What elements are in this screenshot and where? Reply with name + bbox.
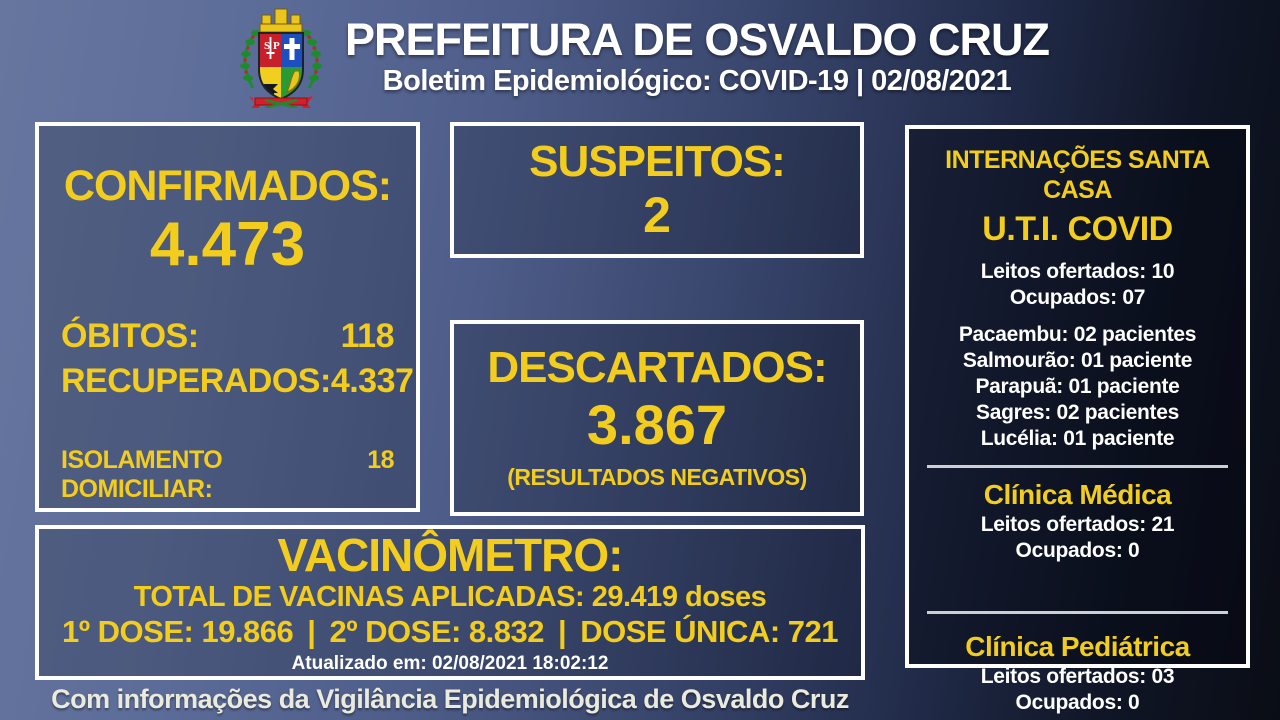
- confirmados-rows: ÓBITOS: 118 RECUPERADOS: 4.337: [61, 314, 414, 404]
- descartados-title: DESCARTADOS:: [487, 343, 827, 392]
- confirmados-value: 4.473: [149, 210, 306, 279]
- isolamento-label: ISOLAMENTO DOMICILIAR:: [61, 446, 223, 503]
- section-divider: [927, 611, 1228, 614]
- dose1-value: 1º DOSE: 19.866: [61, 613, 294, 649]
- city-line: Lucélia: 01 paciente: [980, 427, 1175, 450]
- page-title: PREFEITURA DE OSVALDO CRUZ: [344, 13, 1050, 65]
- dose-unica-value: DOSE ÚNICA: 721: [580, 613, 838, 649]
- city-coat-of-arms-icon: S P: [239, 8, 322, 108]
- clinica-pediatrica-leitos: Leitos ofertados: 03: [980, 665, 1175, 688]
- recuperados-row: RECUPERADOS: 4.337: [61, 359, 414, 404]
- city-line: Pacaembu: 02 pacientes: [958, 323, 1197, 346]
- uti-covid-title: U.T.I. COVID: [982, 210, 1173, 248]
- dose-separator: |: [307, 613, 316, 649]
- uti-leitos-ofertados: Leitos ofertados: 10: [980, 260, 1175, 283]
- suspeitos-panel: SUSPEITOS: 2: [450, 122, 864, 258]
- recuperados-value: 4.337: [330, 362, 414, 400]
- city-line: Sagres: 02 pacientes: [976, 401, 1179, 424]
- clinica-medica-title: Clínica Médica: [983, 479, 1172, 510]
- city-line: Salmourão: 01 paciente: [962, 349, 1193, 372]
- isolamento-value: 18: [367, 446, 394, 474]
- updated-timestamp: Atualizado em: 02/08/2021 18:02:12: [291, 652, 609, 674]
- page-subtitle: Boletim Epidemiológico: COVID-19 | 02/08…: [382, 64, 1012, 97]
- uti-ocupados: Ocupados: 07: [1009, 286, 1146, 309]
- dose2-value: 2º DOSE: 8.832: [329, 613, 545, 649]
- clinica-pediatrica-title: Clínica Pediátrica: [965, 631, 1190, 662]
- svg-text:S: S: [264, 40, 270, 52]
- vacinas-total: TOTAL DE VACINAS APLICADAS: 29.419 doses: [133, 580, 767, 613]
- recuperados-label: RECUPERADOS:: [61, 362, 331, 400]
- header-text: PREFEITURA DE OSVALDO CRUZ Boletim Epide…: [344, 13, 1050, 98]
- clinica-medica-leitos: Leitos ofertados: 21: [980, 513, 1175, 536]
- dose-separator: |: [558, 613, 567, 649]
- vacinometro-panel: VACINÔMETRO: TOTAL DE VACINAS APLICADAS:…: [35, 525, 865, 680]
- obitos-label: ÓBITOS:: [61, 317, 199, 355]
- suspeitos-title: SUSPEITOS:: [529, 137, 786, 186]
- city-line: Parapuã: 01 paciente: [975, 375, 1180, 398]
- internacoes-panel: INTERNAÇÕES SANTA CASA U.T.I. COVID Leit…: [905, 125, 1250, 714]
- confirmados-title: CONFIRMADOS:: [63, 162, 392, 210]
- descartados-note: (RESULTADOS NEGATIVOS): [507, 464, 807, 490]
- obitos-value: 118: [340, 317, 395, 355]
- internacoes-title: INTERNAÇÕES SANTA CASA: [945, 146, 1210, 204]
- doses-line: 1º DOSE: 19.866 | 2º DOSE: 8.832 | DOSE …: [61, 613, 839, 650]
- descartados-panel: DESCARTADOS: 3.867 (RESULTADOS NEGATIVOS…: [450, 320, 864, 516]
- footer-credit: Com informações da Vigilância Epidemioló…: [51, 684, 849, 714]
- clinica-pediatrica-ocupados: Ocupados: 0: [1015, 691, 1140, 714]
- uti-beds: Leitos ofertados: 10 Ocupados: 07: [921, 259, 1234, 311]
- confirmados-panel: CONFIRMADOS: 4.473 ÓBITOS: 118 RECUPERAD…: [35, 122, 420, 512]
- header: S P: [0, 0, 1280, 112]
- svg-text:P: P: [273, 40, 280, 52]
- isolamento-row: ISOLAMENTO DOMICILIAR: 18: [61, 446, 394, 504]
- clinica-medica-ocupados: Ocupados: 0: [1015, 539, 1140, 562]
- section-divider: [927, 465, 1228, 468]
- suspeitos-value: 2: [643, 187, 671, 243]
- obitos-row: ÓBITOS: 118: [61, 314, 395, 359]
- descartados-value: 3.867: [586, 393, 728, 456]
- uti-cities-list: Pacaembu: 02 pacientes Salmourão: 01 pac…: [921, 322, 1234, 452]
- vacinometro-title: VACINÔMETRO:: [277, 528, 624, 581]
